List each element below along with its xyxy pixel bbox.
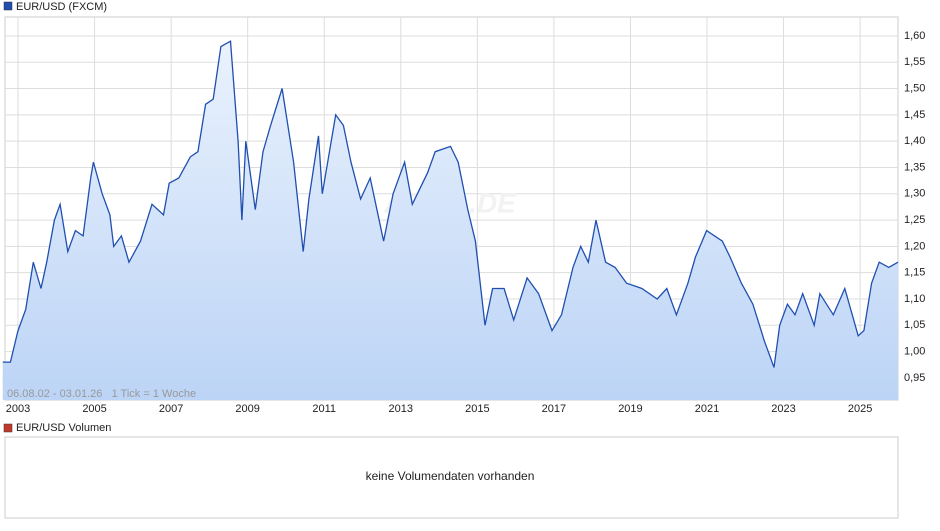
y-tick-label: 0,95 bbox=[904, 372, 925, 384]
x-tick-label: 2025 bbox=[848, 403, 872, 415]
y-tick-label: 1,00 bbox=[904, 346, 925, 358]
y-tick-label: 1,10 bbox=[904, 293, 925, 305]
footnote: 06.08.02 - 03.01.26 1 Tick = 1 Woche bbox=[7, 388, 196, 400]
x-tick-label: 2021 bbox=[695, 403, 719, 415]
x-tick-label: 2019 bbox=[618, 403, 642, 415]
y-tick-label: 1,40 bbox=[904, 135, 925, 147]
y-tick-label: 1,25 bbox=[904, 214, 925, 226]
volume-legend: EUR/USD Volumen bbox=[16, 422, 111, 434]
x-tick-label: 2023 bbox=[771, 403, 795, 415]
legend-swatch bbox=[3, 1, 13, 11]
x-tick-label: 2011 bbox=[312, 403, 336, 415]
legend-label: EUR/USD (FXCM) bbox=[16, 1, 107, 13]
x-tick-label: 2009 bbox=[235, 403, 259, 415]
y-tick-label: 1,55 bbox=[904, 56, 925, 68]
y-tick-label: 1,60 bbox=[904, 30, 925, 42]
x-tick-label: 2005 bbox=[82, 403, 106, 415]
y-tick-label: 1,30 bbox=[904, 188, 925, 200]
line bbox=[2, 40, 899, 368]
y-tick-label: 1,35 bbox=[904, 161, 925, 173]
x-tick-label: 2003 bbox=[6, 403, 30, 415]
y-tick-label: 1,50 bbox=[904, 82, 925, 94]
y-tick-label: 1,15 bbox=[904, 267, 925, 279]
y-tick-label: 1,05 bbox=[904, 319, 925, 331]
x-tick-label: 2015 bbox=[465, 403, 489, 415]
volume-frame bbox=[4, 436, 899, 519]
volume-legend-swatch bbox=[3, 423, 13, 433]
y-tick-label: 1,45 bbox=[904, 109, 925, 121]
x-tick-label: 2017 bbox=[542, 403, 566, 415]
volume-message: keine Volumendaten vorhanden bbox=[366, 469, 535, 483]
x-tick-label: 2007 bbox=[159, 403, 183, 415]
y-tick-label: 1,20 bbox=[904, 240, 925, 252]
x-tick-label: 2013 bbox=[389, 403, 413, 415]
